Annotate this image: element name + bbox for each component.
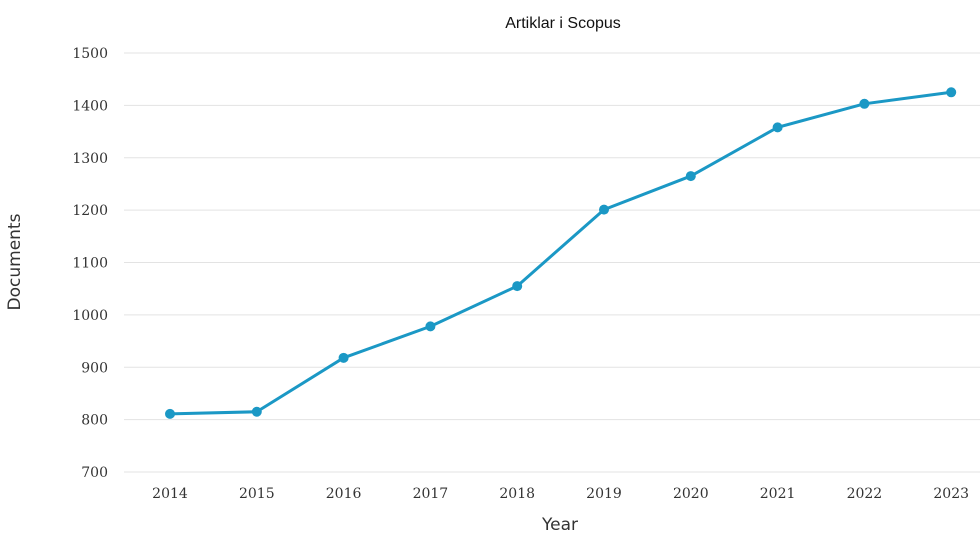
y-tick-label: 1400 xyxy=(72,98,108,114)
y-tick-label: 1300 xyxy=(72,151,108,167)
x-axis-label: Year xyxy=(541,515,578,535)
x-axis-ticks: 2014 2015 2016 2017 2018 2019 2020 2021 2022 2023 xyxy=(152,486,969,502)
y-tick-label: 1000 xyxy=(72,308,108,324)
data-point xyxy=(338,352,349,363)
data-point xyxy=(599,204,609,215)
x-tick-label: 2018 xyxy=(499,486,535,502)
x-tick-label: 2016 xyxy=(326,486,362,502)
data-point xyxy=(512,281,523,292)
data-point xyxy=(425,321,436,332)
data-point xyxy=(946,87,957,98)
x-tick-label: 2015 xyxy=(239,486,275,502)
x-tick-label: 2022 xyxy=(847,486,883,502)
y-tick-label: 1200 xyxy=(72,203,108,219)
y-tick-label: 800 xyxy=(81,413,108,429)
series-line xyxy=(168,90,953,416)
gridlines xyxy=(124,52,980,473)
x-tick-label: 2014 xyxy=(152,486,188,502)
chart-title: Artiklar i Scopus xyxy=(505,15,621,32)
x-tick-label: 2017 xyxy=(413,486,449,502)
y-tick-label: 1500 xyxy=(72,46,108,62)
data-point xyxy=(251,406,262,417)
y-axis-ticks: 700 800 900 1000 1100 1200 1300 1400 1500 xyxy=(72,46,108,481)
y-tick-label: 1100 xyxy=(72,256,108,272)
y-tick-label: 700 xyxy=(81,465,108,481)
data-point xyxy=(772,122,783,133)
data-point xyxy=(685,171,696,182)
y-axis-label: Documents xyxy=(5,213,25,310)
x-tick-label: 2023 xyxy=(933,486,969,502)
x-tick-label: 2019 xyxy=(586,486,622,502)
y-tick-label: 900 xyxy=(81,360,108,376)
data-point xyxy=(859,98,870,109)
data-point xyxy=(165,408,175,419)
x-tick-label: 2021 xyxy=(760,486,796,502)
data-series xyxy=(165,87,957,419)
x-tick-label: 2020 xyxy=(673,486,709,502)
